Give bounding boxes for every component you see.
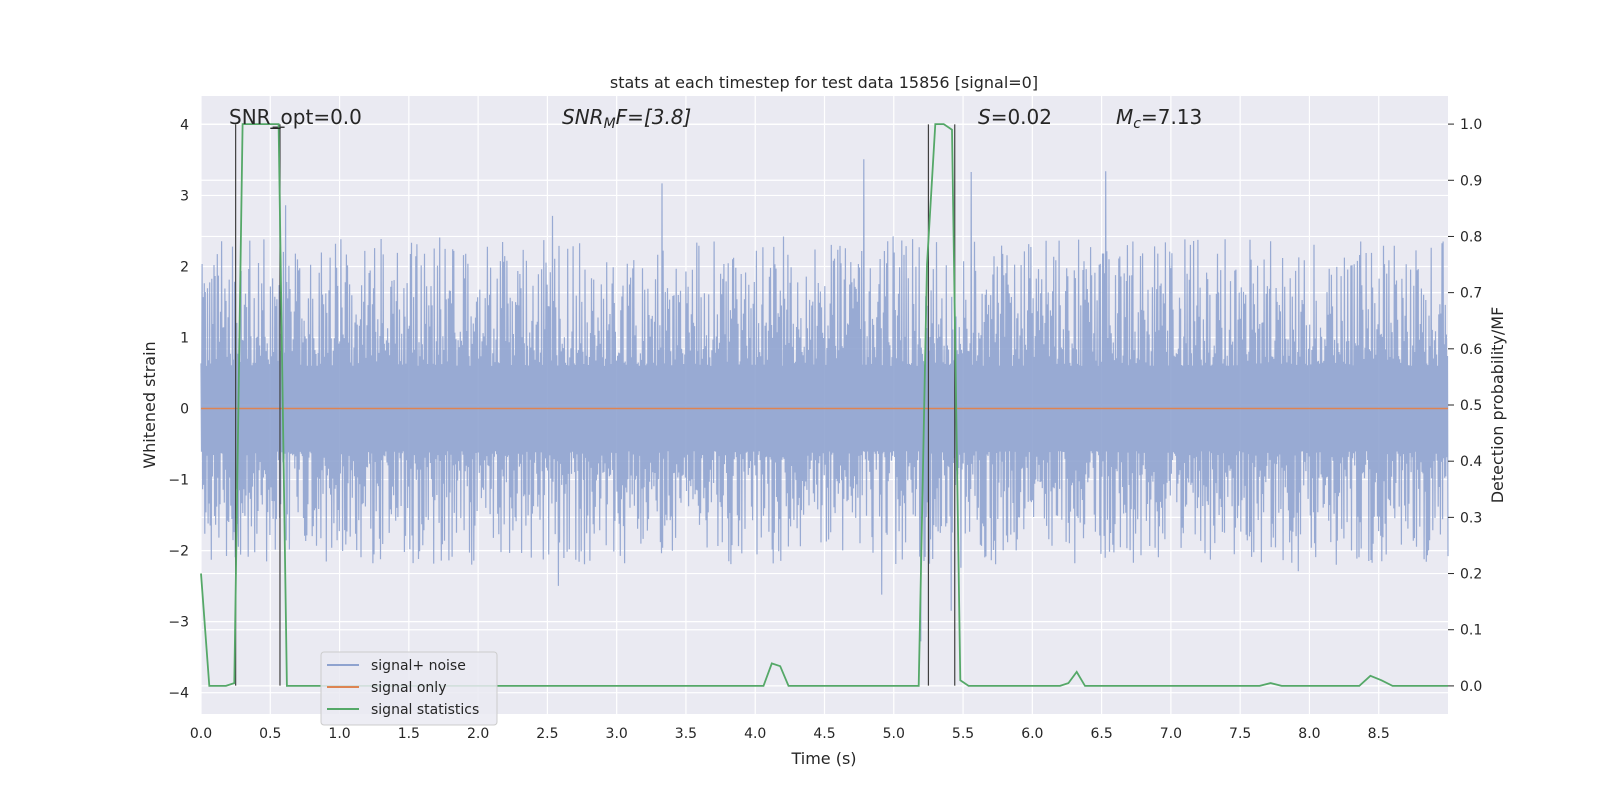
mc-sub: c [1133, 116, 1141, 132]
s-main: S [978, 105, 991, 129]
snr-mf-main: SNR [562, 105, 604, 129]
y-left-tick-label: 4 [180, 117, 189, 133]
y-left-axis-label: Whitened strain [140, 341, 159, 468]
x-tick-label: 2.0 [467, 726, 489, 742]
x-tick-label: 0.5 [259, 726, 281, 742]
mc-rest: =7.13 [1141, 105, 1202, 129]
y-left-tick-labels: 4 3 2 1 0 −1 −2 −3 −4 [168, 117, 189, 701]
x-tick-label: 3.0 [606, 726, 628, 742]
s-annotation: S=0.02 [978, 105, 1052, 129]
y-left-tick-label: 0 [180, 402, 189, 418]
y-right-tick-label: 0.9 [1460, 173, 1482, 189]
vertical-markers [235, 124, 956, 686]
y-right-tick-label: 1.0 [1460, 117, 1482, 133]
y-right-tick-label: 0.8 [1460, 229, 1482, 245]
legend-label-signal-statistics: signal statistics [371, 702, 479, 718]
y-right-tick-label: 0.3 [1460, 510, 1482, 526]
y-left-tick-label: −4 [168, 686, 189, 702]
snr-mf-rest: F=[3.8] [616, 105, 692, 129]
y-left-tick-label: 3 [180, 188, 189, 204]
y-right-tick-label: 0.7 [1460, 286, 1482, 302]
legend-label-signal-noise: signal+ noise [371, 658, 466, 674]
y-right-tick-label: 0.0 [1460, 679, 1482, 695]
series-signal-statistics [200, 123, 1448, 687]
x-axis-label: Time (s) [790, 749, 856, 768]
legend: signal+ noise signal only signal statist… [320, 651, 498, 726]
x-tick-label: 7.0 [1160, 726, 1182, 742]
legend-box [320, 651, 498, 726]
y-right-tick-label: 0.1 [1460, 623, 1482, 639]
series-signal-noise [200, 159, 1449, 642]
x-tick-label: 8.0 [1298, 726, 1320, 742]
legend-label-signal-only: signal only [371, 680, 446, 696]
y-right-tick-labels: 1.0 0.9 0.8 0.7 0.6 0.5 0.4 0.3 0.2 0.1 0.0 [1448, 117, 1482, 695]
x-tick-label: 8.5 [1368, 726, 1390, 742]
y-left-tick-label: −3 [168, 615, 189, 631]
y-right-tick-label: 0.5 [1460, 398, 1482, 414]
x-tick-label: 4.0 [744, 726, 766, 742]
x-tick-label: 5.5 [952, 726, 974, 742]
x-tick-label: 6.5 [1090, 726, 1112, 742]
mc-annotation: Mc=7.13 [1116, 105, 1202, 132]
chart-title: stats at each timestep for test data 158… [610, 73, 1038, 92]
x-tick-label: 1.0 [328, 726, 350, 742]
x-tick-label: 5.0 [883, 726, 905, 742]
x-tick-label: 2.5 [536, 726, 558, 742]
signal-statistics-line [200, 123, 1448, 687]
x-tick-label: 7.5 [1229, 726, 1251, 742]
signal-noise-line [200, 159, 1449, 642]
x-tick-label: 3.5 [675, 726, 697, 742]
x-tick-labels: 0.0 0.5 1.0 1.5 2.0 2.5 3.0 3.5 4.0 4.5 5.0 5.5 6.0 6… [190, 726, 1390, 742]
y-left-tick-label: −2 [168, 544, 189, 560]
x-tick-label: 6.0 [1021, 726, 1043, 742]
y-right-tick-label: 0.4 [1460, 454, 1482, 470]
snr-mf-annotation: SNRMF=[3.8] [562, 105, 691, 132]
y-right-tick-label: 0.2 [1460, 567, 1482, 583]
s-rest: =0.02 [991, 105, 1052, 129]
x-tick-label: 4.5 [813, 726, 835, 742]
y-left-tick-label: 1 [180, 331, 189, 347]
mc-main: M [1116, 105, 1133, 129]
x-tick-label: 0.0 [190, 726, 212, 742]
y-left-tick-label: 2 [180, 259, 189, 275]
x-tick-label: 1.5 [398, 726, 420, 742]
snr-mf-sub: M [604, 116, 616, 132]
snr-opt-annotation: SNR_opt=0.0 [229, 105, 362, 129]
y-left-tick-label: −1 [168, 473, 189, 489]
y-right-tick-label: 0.6 [1460, 342, 1482, 358]
y-right-axis-label: Detection probability/MF [1488, 307, 1507, 504]
